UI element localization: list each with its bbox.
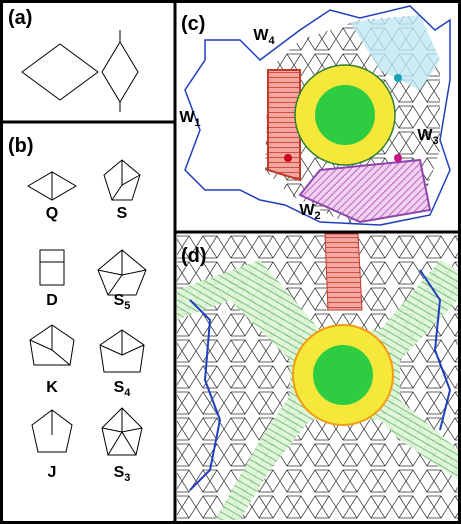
panel-label: (c)	[181, 13, 205, 35]
tile-label: S4	[114, 379, 132, 399]
wall-name: W	[299, 202, 315, 219]
wall-name: W	[179, 109, 195, 126]
tile-name: S	[114, 464, 125, 481]
tile-label: Q	[46, 205, 58, 222]
tile-label: S3	[114, 464, 131, 484]
tile-sub: 3	[124, 472, 130, 484]
wall-name: W	[417, 127, 433, 144]
tile-name: Q	[46, 205, 58, 222]
tile-name: S	[114, 292, 125, 309]
tile-label: J	[48, 464, 57, 481]
rhombus-tiles	[22, 30, 138, 112]
wall-sub: 3	[432, 135, 438, 147]
tile-labels: Q S D S5 K S4 J S3	[46, 205, 132, 484]
wall-label: W4	[253, 27, 275, 47]
tile-name: D	[46, 292, 58, 309]
tile-label: K	[46, 379, 58, 396]
wall-sub: 4	[268, 35, 275, 47]
wall-sub: 2	[314, 210, 320, 222]
panel-label: (b)	[8, 135, 34, 157]
tile-label: D	[46, 292, 58, 309]
panel-label: (d)	[181, 245, 207, 267]
wall-label: W1	[179, 109, 200, 129]
wall-sub: 1	[194, 117, 200, 129]
panel-d-tiling	[177, 234, 458, 520]
panel-c-tiling	[185, 6, 450, 225]
tile-sub: 4	[124, 387, 131, 399]
tile-name: S	[114, 379, 125, 396]
tile-name: J	[48, 464, 57, 481]
tile-label: S	[117, 205, 128, 222]
wall-name: W	[253, 27, 269, 44]
tile-sub: 5	[124, 300, 130, 312]
panel-label: (a)	[8, 7, 32, 29]
figure: (a) (b) Q S D S5 K S4 J S3 (c) W4 W1 W3 …	[0, 0, 461, 524]
tile-name: K	[46, 379, 58, 396]
tile-name: S	[117, 205, 128, 222]
